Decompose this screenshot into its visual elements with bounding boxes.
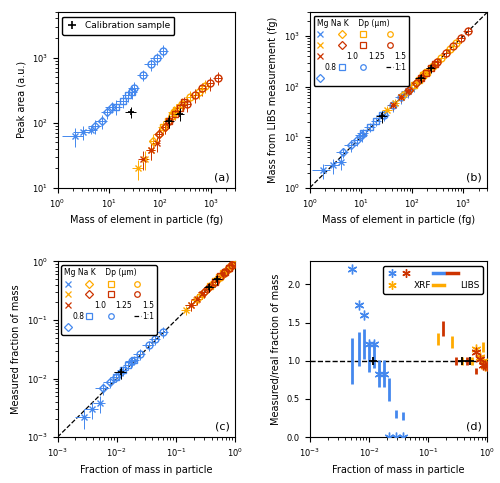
- Y-axis label: Mass from LIBS measurement (fg): Mass from LIBS measurement (fg): [268, 17, 278, 183]
- Text: (c): (c): [215, 422, 230, 432]
- Legend: , , , 0.8, , , , 1.0, , , , 1.25, , , , 1.5, 1:1: , , , 0.8, , , , 1.0, , , , 1.25, , , , …: [62, 265, 157, 335]
- Legend: , , , 0.8, , , , 1.0, , , , 1.25, , , , 1.5, 1:1: , , , 0.8, , , , 1.0, , , , 1.25, , , , …: [314, 16, 409, 85]
- Text: (a): (a): [214, 172, 230, 183]
- X-axis label: Fraction of mass in particle: Fraction of mass in particle: [332, 465, 465, 475]
- X-axis label: Mass of element in particle (fg): Mass of element in particle (fg): [322, 215, 475, 226]
- Y-axis label: Peak area (a.u.): Peak area (a.u.): [16, 61, 26, 139]
- Legend: Calibration sample: Calibration sample: [62, 16, 174, 35]
- Legend: , , , XRF, , , , LIBS: , , , XRF, , , , LIBS: [383, 266, 483, 294]
- X-axis label: Mass of element in particle (fg): Mass of element in particle (fg): [70, 215, 223, 226]
- Y-axis label: Measured/real fraction of mass: Measured/real fraction of mass: [272, 273, 281, 425]
- Text: (d): (d): [466, 422, 482, 432]
- X-axis label: Fraction of mass in particle: Fraction of mass in particle: [80, 465, 212, 475]
- Text: (b): (b): [466, 172, 482, 183]
- Y-axis label: Measured fraction of mass: Measured fraction of mass: [12, 284, 22, 414]
